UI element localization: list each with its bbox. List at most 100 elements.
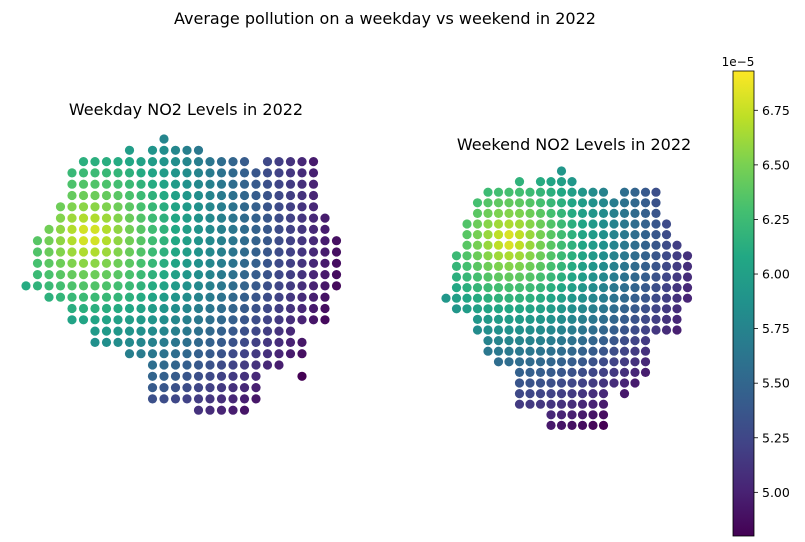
weekday-point bbox=[262, 247, 273, 257]
weekend-point bbox=[588, 261, 598, 271]
weekday-point bbox=[205, 360, 215, 370]
weekend-point bbox=[630, 378, 640, 388]
weekend-point bbox=[567, 198, 577, 208]
weekday-point bbox=[274, 258, 284, 268]
weekday-point bbox=[147, 394, 158, 404]
weekday-point bbox=[124, 213, 135, 223]
weekday-point bbox=[90, 157, 100, 167]
weekday-point bbox=[297, 315, 307, 325]
weekend-point bbox=[640, 230, 651, 240]
weekend-point bbox=[609, 198, 619, 208]
weekday-point bbox=[67, 292, 77, 302]
weekend-point bbox=[651, 325, 661, 335]
weekday-point bbox=[147, 383, 158, 393]
weekend-point bbox=[483, 219, 493, 229]
weekend-point bbox=[588, 293, 598, 303]
weekday-point bbox=[147, 190, 158, 201]
weekday-point bbox=[182, 337, 192, 347]
weekday-point bbox=[113, 315, 123, 325]
weekend-point bbox=[567, 399, 577, 409]
weekend-point bbox=[535, 389, 546, 399]
weekday-point bbox=[32, 270, 43, 280]
weekday-point bbox=[216, 168, 227, 178]
weekday-point bbox=[147, 145, 158, 155]
weekday-point bbox=[274, 360, 284, 370]
weekend-point bbox=[556, 240, 567, 250]
weekday-point bbox=[274, 157, 284, 167]
weekday-point bbox=[147, 258, 158, 268]
weekend-point bbox=[619, 251, 630, 261]
weekday-point bbox=[170, 224, 181, 234]
weekday-point bbox=[182, 213, 192, 223]
weekday-point bbox=[285, 190, 296, 201]
weekday-point bbox=[239, 213, 250, 223]
weekday-point bbox=[331, 281, 342, 291]
colorbar-tick-label: 6.50 bbox=[762, 157, 790, 172]
weekday-point bbox=[297, 224, 307, 234]
weekend-point bbox=[546, 336, 556, 346]
weekend-point bbox=[598, 219, 609, 229]
weekend-point bbox=[514, 293, 525, 303]
weekday-point bbox=[136, 315, 146, 325]
weekday-point bbox=[262, 281, 273, 291]
weekday-point bbox=[216, 326, 227, 336]
weekday-point bbox=[205, 337, 215, 347]
weekend-point bbox=[651, 187, 661, 197]
colorbar-ticks: 5.00 5.25 5.50 5.75 6.00 6.25 6.50 6.75 bbox=[754, 103, 790, 500]
weekday-point bbox=[274, 213, 284, 223]
weekday-point bbox=[216, 179, 227, 189]
weekday-point bbox=[101, 247, 112, 257]
weekday-point bbox=[239, 303, 250, 314]
weekday-point bbox=[182, 258, 192, 268]
weekday-point bbox=[90, 337, 100, 347]
weekend-point bbox=[535, 367, 546, 377]
weekday-point bbox=[147, 371, 158, 381]
weekday-point bbox=[297, 258, 307, 268]
weekday-point bbox=[90, 326, 100, 336]
weekday-point bbox=[147, 281, 158, 291]
weekend-point bbox=[546, 283, 556, 293]
weekday-point bbox=[90, 281, 100, 291]
weekend-point bbox=[535, 304, 546, 314]
weekend-point bbox=[462, 283, 472, 293]
weekday-point bbox=[228, 213, 238, 223]
weekend-point bbox=[483, 325, 493, 335]
weekday-point bbox=[274, 270, 284, 280]
weekend-point bbox=[483, 304, 493, 314]
weekday-point bbox=[297, 303, 307, 314]
weekend-point bbox=[640, 251, 651, 261]
weekday-point bbox=[170, 349, 181, 359]
weekday-point bbox=[193, 315, 204, 325]
weekday-point bbox=[101, 315, 112, 325]
weekday-point bbox=[228, 179, 238, 189]
weekday-point bbox=[297, 349, 307, 359]
weekday-point bbox=[228, 371, 238, 381]
weekday-point bbox=[216, 236, 227, 246]
weekday-point bbox=[44, 292, 54, 302]
weekend-point bbox=[577, 378, 588, 388]
weekend-point bbox=[588, 240, 598, 250]
weekend-point bbox=[640, 272, 651, 282]
weekend-point bbox=[598, 325, 609, 335]
weekday-point bbox=[274, 349, 284, 359]
weekday-point bbox=[124, 179, 135, 189]
weekend-point bbox=[493, 219, 504, 229]
weekday-point bbox=[78, 157, 89, 167]
weekday-point bbox=[147, 270, 158, 280]
weekend-point bbox=[525, 346, 535, 356]
weekday-point bbox=[113, 247, 123, 257]
weekend-point bbox=[535, 208, 546, 218]
weekday-point bbox=[274, 236, 284, 246]
weekend-point bbox=[462, 304, 472, 314]
weekend-point bbox=[483, 272, 493, 282]
weekend-point bbox=[514, 272, 525, 282]
weekend-point bbox=[567, 272, 577, 282]
weekday-point bbox=[274, 292, 284, 302]
weekday-point bbox=[136, 303, 146, 314]
weekday-point bbox=[32, 236, 43, 246]
weekend-point bbox=[619, 378, 630, 388]
weekday-point bbox=[113, 236, 123, 246]
weekend-point bbox=[525, 198, 535, 208]
weekday-point bbox=[216, 405, 227, 415]
weekday-point bbox=[251, 349, 261, 359]
